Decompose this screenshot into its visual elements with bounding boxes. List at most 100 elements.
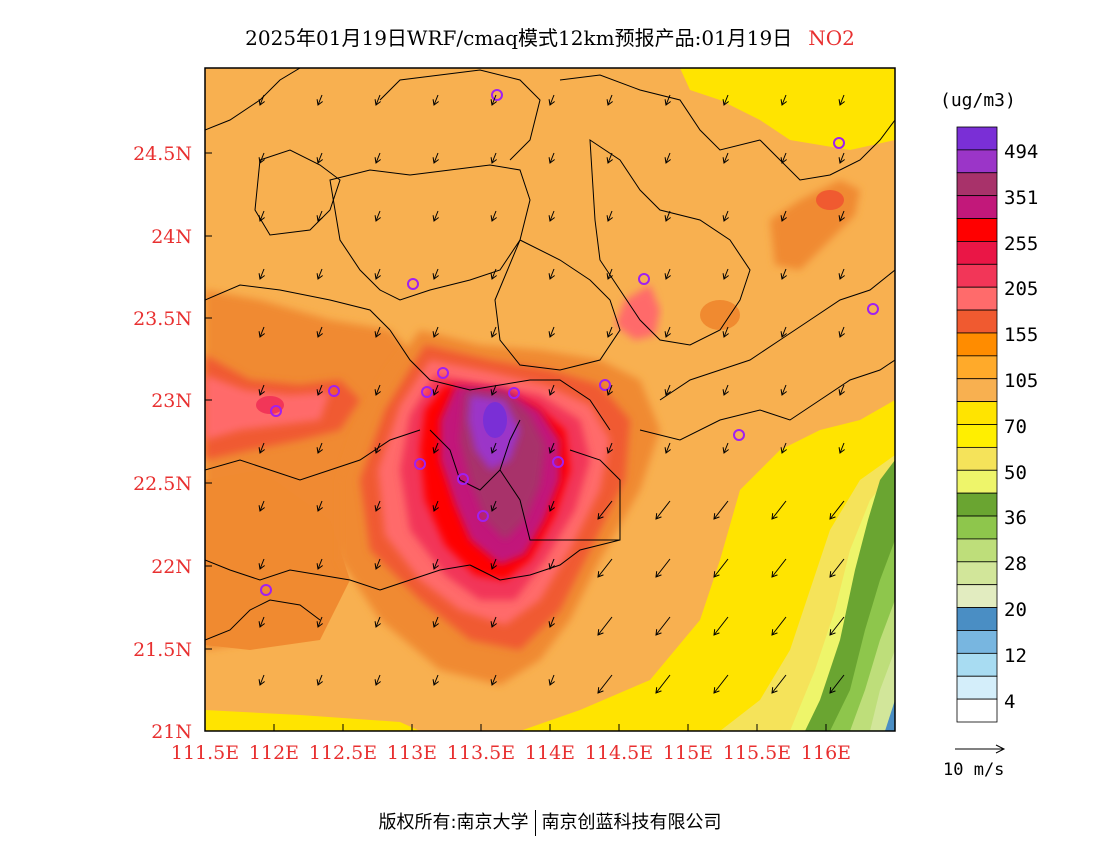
wind-arrow (606, 326, 613, 338)
wind-arrow (316, 500, 323, 512)
lat-label: 24.5N (133, 143, 192, 165)
copyright-left: 版权所有:南京大学 (378, 812, 529, 833)
colorbar-label: 36 (1004, 507, 1027, 530)
wind-arrow (838, 442, 845, 454)
lat-label: 21.5N (133, 639, 192, 661)
colorbar-swatch (956, 195, 998, 219)
boundary-15 (205, 599, 321, 641)
field-east-small-hotspot (700, 300, 740, 330)
wind-arrow (713, 500, 729, 520)
wind-arrow (722, 94, 729, 106)
lon-label: 113.5E (447, 742, 515, 764)
wind-scale-label: 10 m/s (943, 760, 1005, 780)
city-marker (260, 584, 272, 596)
colorbar-swatch (956, 332, 998, 357)
lat-label: 23N (151, 390, 192, 412)
wind-arrow (780, 326, 787, 338)
lon-label: 112E (249, 742, 299, 764)
city-markers (260, 89, 879, 596)
wind-arrow (771, 558, 787, 578)
colorbar-label: 28 (1004, 553, 1027, 576)
colorbar-label: 20 (1004, 599, 1027, 621)
concentration-field (205, 68, 895, 731)
wind-arrow (548, 326, 555, 338)
wind-arrow (664, 442, 671, 454)
lon-label: 115E (663, 742, 713, 764)
wind-arrow (722, 210, 729, 222)
wind-arrow (490, 94, 497, 106)
colorbar-label: 50 (1004, 461, 1027, 484)
lon-label: 113E (387, 742, 437, 764)
boundary-coast-west (205, 559, 471, 591)
boundary-coast-east (639, 359, 895, 441)
wind-arrow (316, 210, 323, 222)
wind-arrow (490, 384, 497, 396)
wind-arrow (664, 384, 671, 396)
wind-arrow (548, 210, 555, 222)
wind-arrow (374, 384, 381, 396)
wind-arrow (432, 442, 439, 454)
lon-label: 116E (801, 742, 851, 764)
city-marker (421, 386, 433, 398)
wind-arrow (664, 94, 671, 106)
colorbar-swatch (956, 286, 998, 311)
wind-arrow (316, 384, 323, 396)
city-marker (270, 405, 282, 417)
boundary-14 (759, 119, 895, 181)
wind-arrow (258, 558, 265, 570)
city-marker (508, 387, 520, 399)
colorbar-swatch (956, 492, 998, 517)
wind-arrow (490, 616, 497, 628)
wind-arrow (432, 268, 439, 280)
boundary-coast-prd (469, 539, 621, 581)
wind-arrow (432, 94, 439, 106)
wind-arrow (780, 268, 787, 280)
wind-arrow (838, 210, 845, 222)
wind-arrow (432, 384, 439, 396)
city-marker (833, 137, 845, 149)
city-marker (599, 379, 611, 391)
wind-arrow (490, 674, 497, 686)
title-pollutant: NO2 (808, 26, 855, 50)
wind-arrow (597, 674, 613, 694)
city-marker (867, 303, 879, 315)
wind-arrow (597, 500, 613, 520)
wind-arrow (606, 210, 613, 222)
wind-arrow (258, 94, 265, 106)
wind-arrow (374, 558, 381, 570)
city-marker (733, 429, 745, 441)
wind-arrow (664, 210, 671, 222)
wind-arrow (780, 94, 787, 106)
wind-arrow (548, 500, 555, 512)
lat-label: 24N (151, 226, 192, 248)
lat-label: 21N (151, 721, 192, 743)
wind-arrow (548, 94, 555, 106)
wind-arrow (780, 210, 787, 222)
wind-arrow (722, 326, 729, 338)
wind-arrow (432, 674, 439, 686)
wind-arrow (664, 326, 671, 338)
colorbar-label: 155 (1004, 324, 1039, 347)
wind-arrow (713, 616, 729, 636)
colorbar-swatch (956, 469, 998, 494)
colorbar-swatch (956, 652, 998, 677)
wind-arrow (722, 152, 729, 164)
field-northeast-core (816, 190, 844, 210)
colorbar-swatch (956, 675, 998, 700)
wind-arrow (838, 94, 845, 106)
wind-arrow (490, 442, 497, 454)
city-marker (491, 89, 503, 101)
wind-arrow (548, 384, 555, 396)
wind-arrow (258, 152, 265, 164)
wind-arrow (316, 558, 323, 570)
colorbar-swatch (956, 561, 998, 586)
map-title: 2025年01月19日WRF/cmaq模式12km预报产品:01月19日 NO2 (0, 22, 1100, 51)
wind-arrow (829, 558, 845, 578)
city-marker (457, 473, 469, 485)
wind-arrow (655, 558, 671, 578)
field-band-green-dark (805, 460, 895, 731)
wind-arrow (374, 442, 381, 454)
colorbar-swatch (956, 309, 998, 334)
colorbar-swatch (956, 446, 998, 471)
wind-arrow (432, 558, 439, 570)
